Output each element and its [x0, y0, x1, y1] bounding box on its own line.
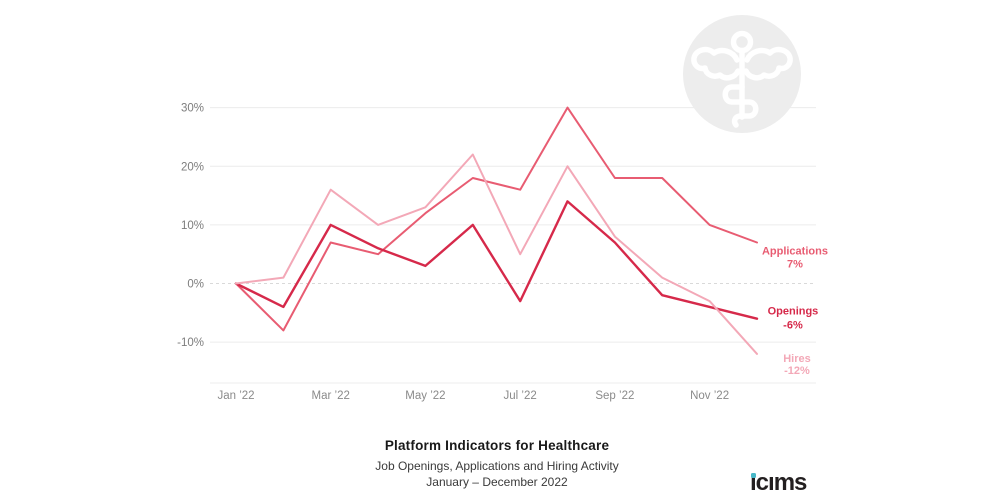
y-tick-label: -10% — [177, 337, 204, 349]
y-tick-label: 0% — [187, 279, 204, 291]
series-line-openings — [234, 200, 759, 320]
series-label-hires: Hires — [783, 353, 811, 365]
chart-date-range: January – December 2022 — [426, 475, 568, 489]
y-tick-label: 10% — [181, 220, 204, 232]
x-tick-label: Jul ’22 — [504, 390, 537, 402]
y-tick-label: 20% — [181, 161, 204, 173]
logo-letter: m — [773, 469, 795, 496]
logo-letter: c — [755, 469, 769, 496]
series-value-hires: -12% — [784, 365, 810, 377]
caduceus-icon — [683, 14, 803, 134]
series-value-openings: -6% — [783, 320, 803, 332]
chart-footer: Platform Indicators for Healthcare Job O… — [0, 438, 994, 490]
series-value-applications: 7% — [787, 258, 803, 270]
chart-title: Platform Indicators for Healthcare — [384, 438, 610, 453]
x-tick-label: Sep ’22 — [595, 390, 634, 402]
x-tick-label: May ’22 — [405, 390, 445, 402]
x-tick-label: Jan ’22 — [217, 390, 254, 402]
y-tick-label: 30% — [181, 103, 204, 115]
series-line-hires — [235, 153, 758, 355]
chart-subtitle: Job Openings, Applications and Hiring Ac… — [375, 459, 619, 473]
series-label-openings: Openings — [768, 306, 819, 318]
icims-logo: ıcıms — [750, 469, 807, 496]
logo-letter: s — [794, 469, 807, 496]
logo-letter: ı — [768, 469, 775, 496]
logo-letter: ı — [750, 469, 757, 496]
series-label-applications: Applications — [762, 245, 828, 257]
caduceus-graphic — [683, 15, 801, 133]
x-tick-label: Mar ’22 — [312, 390, 350, 402]
series-line-applications — [235, 106, 758, 332]
x-tick-label: Nov ’22 — [690, 390, 729, 402]
